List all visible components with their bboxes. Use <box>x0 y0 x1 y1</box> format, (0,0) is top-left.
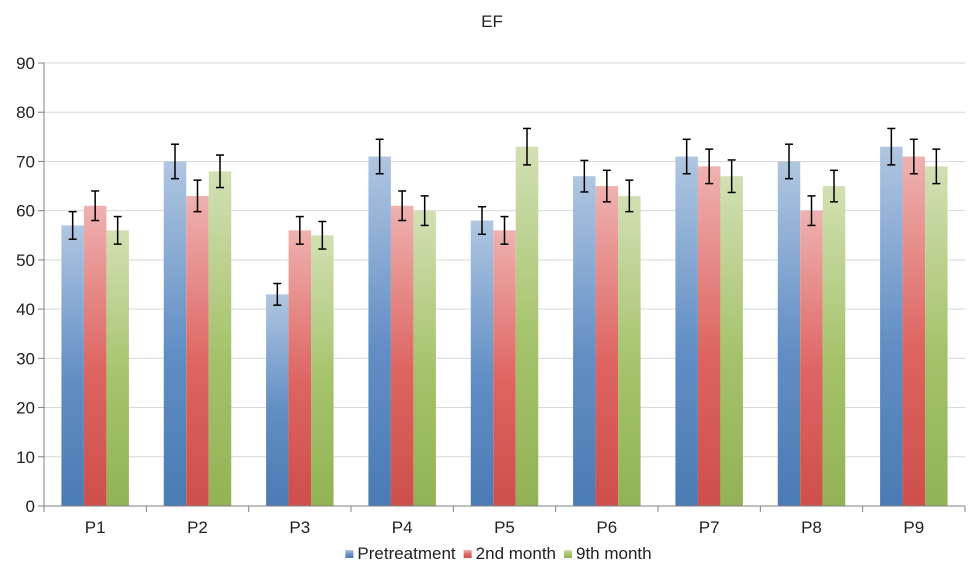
x-tick-label: P7 <box>699 518 720 537</box>
bar-p7-2nd-month <box>697 166 721 506</box>
x-tick-label: P3 <box>289 518 310 537</box>
y-tick-label: 90 <box>16 54 35 73</box>
bar-p2-9th-month <box>208 171 232 507</box>
legend-item: 9th month <box>564 544 652 563</box>
bar-p9-2nd-month <box>902 156 926 506</box>
legend: Pretreatment 2nd month 9th month <box>345 544 652 563</box>
legend-label: 9th month <box>576 544 652 563</box>
y-tick-label: 60 <box>16 202 35 221</box>
legend-label: Pretreatment <box>357 544 456 563</box>
legend-swatch <box>463 550 472 558</box>
bar-p5-2nd-month <box>493 230 516 506</box>
bar-p2-pretreatment <box>163 161 187 506</box>
x-tick-label: P8 <box>801 518 822 537</box>
y-tick-label: 0 <box>26 497 35 516</box>
chart-title: EF <box>481 12 503 31</box>
x-tick-label: P2 <box>187 518 208 537</box>
y-tick-label: 80 <box>16 103 35 122</box>
bar-p3-pretreatment <box>266 294 289 506</box>
bar-p6-pretreatment <box>573 176 596 506</box>
bar-p8-9th-month <box>822 186 846 507</box>
legend-item: 2nd month <box>463 544 556 563</box>
bar-p4-9th-month <box>413 210 436 506</box>
x-tick-label: P5 <box>494 518 515 537</box>
bar-p2-2nd-month <box>186 195 209 506</box>
y-axis: 0 10 20 30 40 50 60 70 80 90 <box>16 54 45 516</box>
bar-p3-2nd-month <box>288 230 312 506</box>
legend-label: 2nd month <box>476 544 556 563</box>
bar-p9-9th-month <box>925 166 948 506</box>
bar-p8-pretreatment <box>777 161 801 506</box>
x-tick-label: P1 <box>85 518 106 537</box>
bars-layer <box>61 127 948 507</box>
y-tick-label: 50 <box>16 251 35 270</box>
y-tick-label: 30 <box>16 349 35 368</box>
bar-p6-2nd-month <box>595 186 619 507</box>
bar-p7-pretreatment <box>675 156 698 506</box>
bar-p1-9th-month <box>106 230 129 506</box>
y-tick-label: 10 <box>16 448 35 467</box>
bar-p1-2nd-month <box>83 205 107 506</box>
x-axis: P1 P2 P3 P4 P5 P6 P7 P8 P9 <box>43 505 966 537</box>
bar-p5-pretreatment <box>470 220 494 506</box>
bar-p1-pretreatment <box>61 225 84 506</box>
y-tick-label: 20 <box>16 399 35 418</box>
legend-swatch <box>345 550 354 558</box>
bar-p4-2nd-month <box>390 205 414 506</box>
x-tick-label: P6 <box>596 518 617 537</box>
bar-p4-pretreatment <box>368 156 391 506</box>
y-tick-label: 40 <box>16 300 35 319</box>
legend-swatch <box>564 550 572 558</box>
legend-item: Pretreatment <box>345 544 456 563</box>
bar-p5-9th-month <box>515 146 539 506</box>
x-tick-label: P4 <box>392 518 413 537</box>
bar-p6-9th-month <box>618 195 641 506</box>
bar-p8-2nd-month <box>800 210 823 506</box>
bar-p7-9th-month <box>720 176 743 506</box>
bar-p9-pretreatment <box>880 146 903 506</box>
x-tick-label: P9 <box>903 518 924 537</box>
bar-p3-9th-month <box>311 235 334 506</box>
y-tick-label: 70 <box>16 152 35 171</box>
